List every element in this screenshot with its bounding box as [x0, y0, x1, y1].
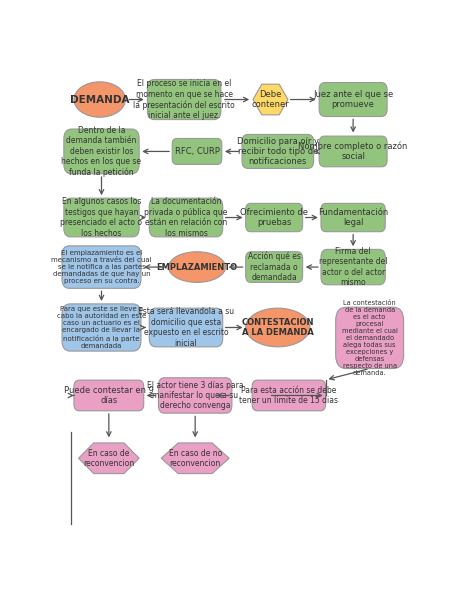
Text: El actor tiene 3 días para
manifestar lo que a su
derecho convenga: El actor tiene 3 días para manifestar lo…: [147, 381, 244, 410]
Text: En caso de
reconvencion: En caso de reconvencion: [83, 449, 135, 468]
Ellipse shape: [74, 82, 125, 117]
Ellipse shape: [169, 252, 226, 283]
Text: En algunos casos los
testigos que hayan
presenciado el acto o
los hechos: En algunos casos los testigos que hayan …: [61, 197, 143, 238]
Text: EMPLAZAMIENTO: EMPLAZAMIENTO: [156, 262, 237, 272]
Polygon shape: [253, 84, 288, 115]
Text: Juez ante el que se
promueve: Juez ante el que se promueve: [313, 90, 393, 109]
FancyBboxPatch shape: [321, 204, 385, 232]
FancyBboxPatch shape: [336, 307, 404, 368]
Text: CONTESTACION
A LA DEMANDA: CONTESTACION A LA DEMANDA: [242, 318, 314, 337]
Polygon shape: [161, 443, 229, 474]
Ellipse shape: [246, 308, 310, 347]
Text: Ofrecimiento de
pruebas: Ofrecimiento de pruebas: [240, 208, 308, 227]
FancyBboxPatch shape: [321, 249, 385, 285]
Text: Esta será llevandola a su
domicilio que esta
expuesto en el escrito
inicial: Esta será llevandola a su domicilio que …: [138, 307, 234, 348]
FancyBboxPatch shape: [64, 129, 139, 174]
Text: Fundamentación
legal: Fundamentación legal: [318, 208, 388, 227]
FancyBboxPatch shape: [62, 246, 141, 288]
Text: DEMANDA: DEMANDA: [70, 94, 129, 105]
Text: Para esta acción se debe
tener un limite de 15 dias: Para esta acción se debe tener un limite…: [239, 386, 338, 405]
Text: Puede contestar en 9
días: Puede contestar en 9 días: [64, 386, 154, 405]
Text: Dentro de la
demanda también
deben existir los
hechos en los que se
funda la pet: Dentro de la demanda también deben exist…: [62, 126, 142, 177]
Text: Nombre completo o razón
social: Nombre completo o razón social: [299, 142, 408, 161]
Text: RFC, CURP: RFC, CURP: [174, 147, 219, 156]
Text: La documentación
privada o pública que
están en relación con
los mismos: La documentación privada o pública que e…: [144, 197, 228, 238]
FancyBboxPatch shape: [149, 198, 223, 237]
FancyBboxPatch shape: [147, 80, 221, 120]
FancyBboxPatch shape: [319, 136, 387, 167]
FancyBboxPatch shape: [319, 83, 387, 116]
Text: Acción qué es
reclamada o
demandada: Acción qué es reclamada o demandada: [248, 252, 301, 282]
FancyBboxPatch shape: [246, 204, 302, 232]
Polygon shape: [79, 443, 139, 474]
Text: Para que este se lleve a
cabo la autoridad en este
caso un actuario es el
encarg: Para que este se lleve a cabo la autorid…: [57, 306, 146, 349]
FancyBboxPatch shape: [74, 380, 144, 411]
Text: Domicilio para oír y
recibir todo tipo de
notificaciones: Domicilio para oír y recibir todo tipo d…: [237, 137, 319, 166]
Text: Firma del
representante del
actor o del actor
mismo: Firma del representante del actor o del …: [319, 247, 387, 287]
Text: El proceso se inicia en el
momento en que se hace
la presentación del escrito
in: El proceso se inicia en el momento en qu…: [133, 79, 235, 120]
Text: El emplazamiento es el
mecanismo a través del cual
se le notifica a las partes
d: El emplazamiento es el mecanismo a travé…: [51, 250, 152, 284]
FancyBboxPatch shape: [149, 308, 223, 347]
Text: Debe
contener: Debe contener: [252, 90, 289, 109]
FancyBboxPatch shape: [64, 198, 139, 237]
FancyBboxPatch shape: [62, 304, 141, 351]
FancyBboxPatch shape: [252, 380, 326, 411]
Text: La contestación
de la demanda
es el acto
procesal
mediante el cual
el demandado
: La contestación de la demanda es el acto…: [342, 300, 398, 376]
FancyBboxPatch shape: [158, 378, 232, 413]
FancyBboxPatch shape: [242, 134, 314, 169]
FancyBboxPatch shape: [172, 139, 222, 164]
Text: En caso de no
reconvencion: En caso de no reconvencion: [169, 449, 222, 468]
FancyBboxPatch shape: [246, 252, 302, 283]
